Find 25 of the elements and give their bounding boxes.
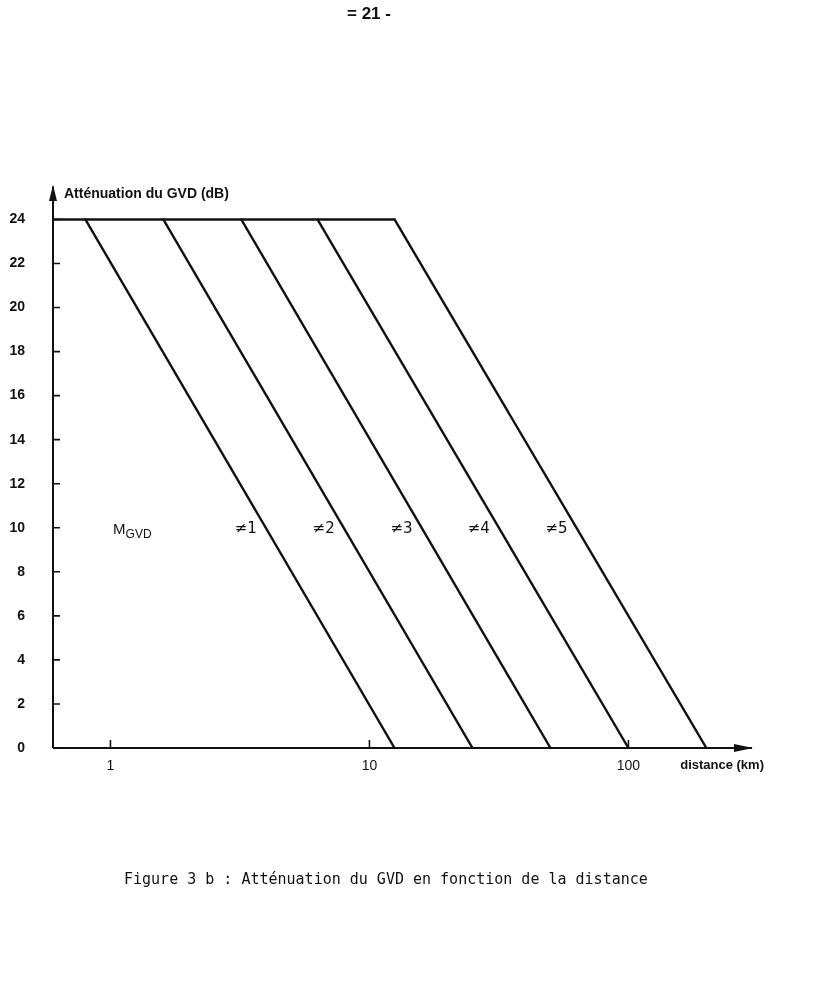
y-tick-label: 2 bbox=[17, 694, 26, 711]
y-tick-label: 22 bbox=[9, 254, 26, 271]
text: Figure 3 b : Atténuation du GVD en fonction de la distance bbox=[124, 870, 648, 888]
y-tick-label: 24 bbox=[9, 210, 26, 227]
x-tick-label: 100 bbox=[616, 757, 641, 774]
y-tick-label: 14 bbox=[9, 430, 26, 447]
series-label: ≠4 bbox=[467, 519, 490, 538]
y-tick-label: 8 bbox=[17, 562, 26, 579]
x-tick-label: 1 bbox=[106, 757, 115, 774]
series-label: ≠2 bbox=[312, 519, 335, 538]
y-tick-label: 6 bbox=[17, 606, 26, 623]
series-label: ≠3 bbox=[390, 519, 413, 538]
y-tick-label: 18 bbox=[9, 342, 26, 359]
y-tick-label: 0 bbox=[17, 738, 26, 755]
y-tick-label: 16 bbox=[9, 386, 26, 403]
y-tick-label: 10 bbox=[9, 518, 26, 535]
x-axis-title: distance (km) bbox=[680, 756, 764, 772]
text: = 21 - bbox=[347, 4, 391, 24]
y-axis-title: Atténuation du GVD (dB) bbox=[64, 185, 229, 202]
y-tick-label: 12 bbox=[9, 474, 26, 491]
series-label: ≠1 bbox=[234, 519, 257, 538]
series-label: ≠5 bbox=[545, 519, 568, 538]
x-tick-label: 10 bbox=[361, 757, 378, 774]
y-tick-label: 20 bbox=[9, 298, 26, 315]
y-tick-label: 4 bbox=[17, 650, 26, 667]
